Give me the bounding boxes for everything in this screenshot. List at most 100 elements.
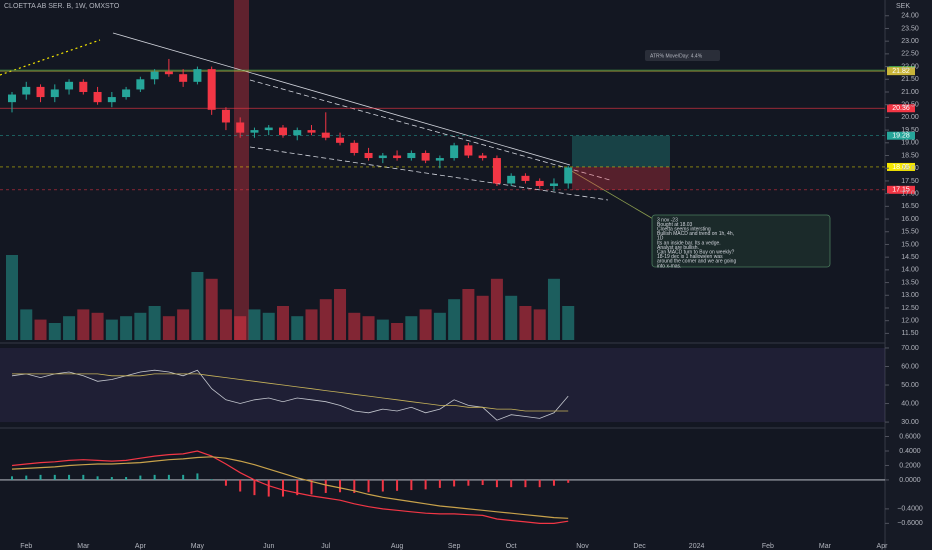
y-tick-label: 13.50	[901, 279, 919, 286]
price-tag	[887, 67, 915, 76]
candle-body	[535, 180, 544, 187]
y-tick-label: 14.00	[901, 267, 919, 274]
volume-bar	[20, 309, 33, 340]
volume-bar	[519, 306, 532, 340]
annotation-text: Cloetta seems intersting	[657, 227, 711, 233]
y-tick-label: 15.00	[901, 241, 919, 248]
histogram-bar	[552, 479, 555, 486]
y-tick-label: 0.4000	[899, 448, 921, 455]
series-line	[11, 450, 569, 525]
candle-body	[350, 142, 359, 153]
price-tag-label: 20.36	[892, 105, 910, 112]
candle-body	[122, 89, 131, 98]
y-tick-label: 0.0000	[899, 477, 921, 484]
candle-body	[321, 132, 330, 138]
y-tick-label: 17.00	[901, 190, 919, 197]
volume-bar	[476, 295, 489, 340]
candle-body	[36, 86, 45, 98]
candle-body	[421, 152, 430, 161]
candle-body	[450, 145, 459, 159]
volume-bar	[234, 316, 247, 340]
candle-body	[179, 74, 188, 82]
x-tick-label: 2024	[689, 543, 705, 550]
volume-bar	[376, 319, 389, 340]
y-tick-label: 70.00	[901, 345, 919, 352]
candle-body	[93, 91, 102, 103]
candle-body	[393, 155, 402, 159]
volume-bar	[191, 272, 204, 340]
trendline	[112, 32, 571, 166]
candle-body	[193, 69, 202, 82]
x-tick-label: Feb	[20, 543, 32, 550]
y-tick-label: 23.50	[901, 25, 919, 32]
histogram-bar	[339, 479, 342, 493]
volume-bar	[319, 299, 332, 340]
trendline	[249, 146, 609, 201]
histogram-bar	[453, 479, 456, 487]
y-tick-label: 20.50	[901, 102, 919, 109]
y-tick-label: 0.2000	[899, 462, 921, 469]
candle-body	[164, 71, 173, 75]
volume-bar	[405, 316, 418, 340]
annotation-text: Analyst are bullish.	[657, 245, 699, 251]
price-axis	[885, 0, 932, 550]
candle-body	[521, 175, 530, 181]
histogram-bar	[68, 474, 71, 480]
histogram-bar	[167, 474, 170, 480]
histogram-bar	[253, 479, 256, 496]
histogram-bar	[82, 474, 85, 480]
histogram-bar	[367, 479, 370, 493]
annotation-text: Bullish MACD and trend on 1h, 4h,	[657, 231, 734, 237]
volume-bar	[547, 278, 560, 340]
histogram-bar	[481, 479, 484, 485]
histogram-bar	[524, 479, 527, 488]
volume-bar	[148, 306, 161, 340]
y-tick-label: 19.50	[901, 127, 919, 134]
chart-title: CLOETTA AB SER. B, 1W, OMXSTO	[4, 3, 120, 10]
volume-bar	[448, 299, 461, 340]
candle-body	[307, 130, 316, 133]
price-tag	[887, 162, 915, 171]
x-tick-label: Jul	[321, 543, 330, 550]
y-tick-label: 19.00	[901, 140, 919, 147]
x-tick-label: Jun	[263, 543, 274, 550]
histogram-bar	[381, 479, 384, 492]
y-tick-label: 40.00	[901, 400, 919, 407]
y-tick-label: 16.50	[901, 203, 919, 210]
y-tick-label: 23.00	[901, 38, 919, 45]
y-tick-label: 16.00	[901, 216, 919, 223]
x-tick-label: Apr	[877, 543, 889, 550]
volume-bar	[490, 278, 503, 340]
x-tick-label: Mar	[819, 543, 832, 550]
y-tick-label: 22.00	[901, 63, 919, 70]
price-tag	[887, 131, 915, 140]
histogram-bar	[110, 477, 113, 480]
rsi-band	[0, 347, 885, 423]
x-tick-label: Mar	[77, 543, 90, 550]
stop-zone	[572, 166, 670, 190]
candle-body	[50, 89, 59, 98]
volume-bar	[162, 316, 175, 340]
histogram-bar	[353, 479, 356, 493]
histogram-bar	[267, 479, 270, 497]
y-tick-label: 13.00	[901, 292, 919, 299]
y-tick-label: 30.00	[901, 419, 919, 426]
series-line	[11, 369, 569, 421]
y-tick-label: −0.4000	[897, 506, 923, 513]
volume-bar	[63, 316, 76, 340]
price-tag-label: 21.82	[892, 68, 910, 75]
volume-bar	[533, 309, 546, 340]
volume-bar	[177, 309, 190, 340]
volume-bar	[562, 306, 575, 340]
volume-bar	[34, 319, 47, 340]
candle-body	[464, 145, 473, 156]
x-tick-label: Sep	[448, 543, 461, 550]
volume-bar	[391, 323, 404, 340]
x-tick-label: May	[191, 543, 205, 550]
volume-bar	[291, 316, 304, 340]
histogram-bar	[125, 477, 128, 480]
y-tick-label: 21.50	[901, 76, 919, 83]
y-tick-label: 20.00	[901, 114, 919, 121]
